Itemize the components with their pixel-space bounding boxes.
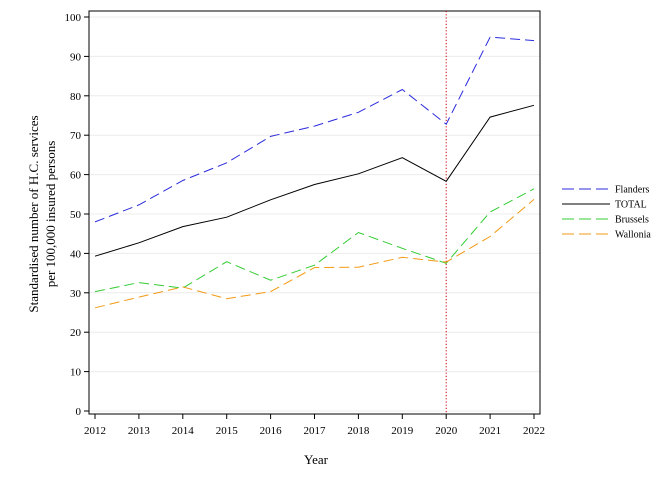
series-line-flanders <box>94 36 535 223</box>
x-tick-label: 2013 <box>128 425 151 437</box>
x-tick-label: 2012 <box>84 425 106 437</box>
y-tick-label: 40 <box>70 248 82 260</box>
legend-label: Wallonia <box>615 230 651 241</box>
series-line-brussels <box>94 188 535 293</box>
x-tick-label: 2022 <box>523 425 545 437</box>
x-tick-label: 2015 <box>216 425 239 437</box>
y-tick-label: 100 <box>65 12 82 24</box>
x-tick-label: 2016 <box>260 425 283 437</box>
legend-label: TOTAL <box>615 200 647 211</box>
x-tick-label: 2017 <box>304 425 327 437</box>
x-tick-label: 2014 <box>172 425 195 437</box>
x-axis: 2012 2013 2014 2015 2016 2017 2018 2019 2020 2021… <box>84 414 545 437</box>
y-tick-label: 10 <box>70 367 82 379</box>
legend-label: Flanders <box>615 185 650 196</box>
gridlines <box>89 16 540 412</box>
y-tick-label: 30 <box>70 288 82 300</box>
series-line-total <box>94 104 535 257</box>
y-tick-label: 0 <box>76 406 82 418</box>
series-line-wallonia <box>94 199 535 309</box>
legend: Flanders TOTAL Brussels Wallonia <box>562 185 651 241</box>
y-axis-title-line-2: per 100,000 insured persons <box>43 141 58 288</box>
y-tick-label: 70 <box>70 130 82 142</box>
x-tick-label: 2021 <box>479 425 501 437</box>
x-axis-title: Year <box>304 452 329 467</box>
y-tick-label: 60 <box>70 170 82 182</box>
legend-label: Brussels <box>615 215 649 226</box>
y-tick-label: 20 <box>70 327 82 339</box>
x-tick-label: 2018 <box>347 425 370 437</box>
x-tick-label: 2020 <box>435 425 458 437</box>
y-axis-title-line-1: Standardised number of H.C. services <box>26 115 41 312</box>
y-axis: 0 10 20 30 40 50 60 70 80 90 100 <box>65 12 89 418</box>
y-tick-label: 80 <box>70 91 82 103</box>
series-lines <box>94 36 535 309</box>
y-tick-label: 90 <box>70 51 82 63</box>
y-tick-label: 50 <box>70 209 82 221</box>
x-tick-label: 2019 <box>391 425 414 437</box>
